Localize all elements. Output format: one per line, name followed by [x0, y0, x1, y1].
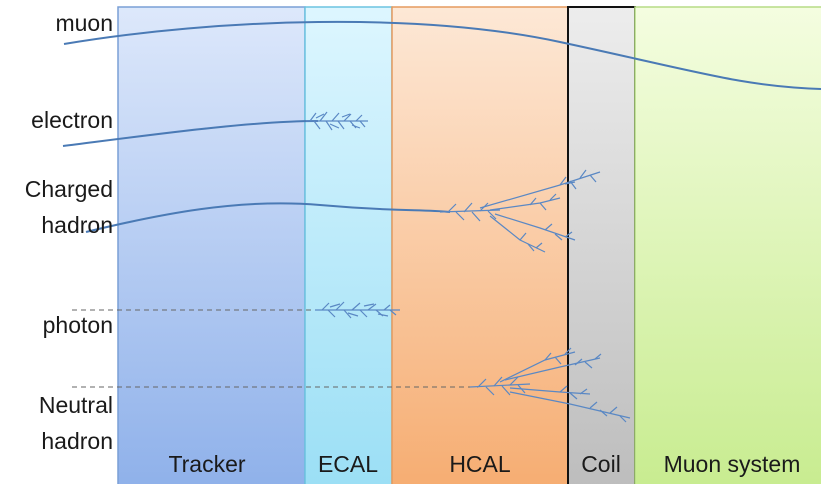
photon-label: photon	[43, 312, 113, 338]
muon-track	[63, 20, 821, 90]
electron-shower	[306, 111, 368, 131]
electron-track	[62, 120, 319, 147]
hcal-label: HCAL	[449, 451, 511, 477]
ecal-region	[304, 6, 393, 484]
muon-label: muon	[55, 10, 113, 36]
charged-hadron-track	[85, 202, 451, 233]
photon-shower	[315, 301, 400, 319]
coil-label: Coil	[581, 451, 621, 477]
coil-region	[567, 6, 636, 484]
muon-system-label: Muon system	[664, 451, 801, 477]
charged-label-line2: hadron	[41, 212, 113, 238]
ecal-label: ECAL	[318, 451, 378, 477]
neutral-hadron-shower	[469, 347, 631, 423]
neutral-label-line2: hadron	[41, 428, 113, 454]
neutral-label-line1: Neutral	[39, 392, 113, 418]
tracker-region	[117, 6, 306, 484]
hcal-region	[391, 6, 569, 484]
charged-hadron-shower	[439, 169, 601, 253]
charged-label-line1: Charged	[25, 176, 113, 202]
electron-label: electron	[31, 107, 113, 133]
tracker-label: Tracker	[168, 451, 245, 477]
